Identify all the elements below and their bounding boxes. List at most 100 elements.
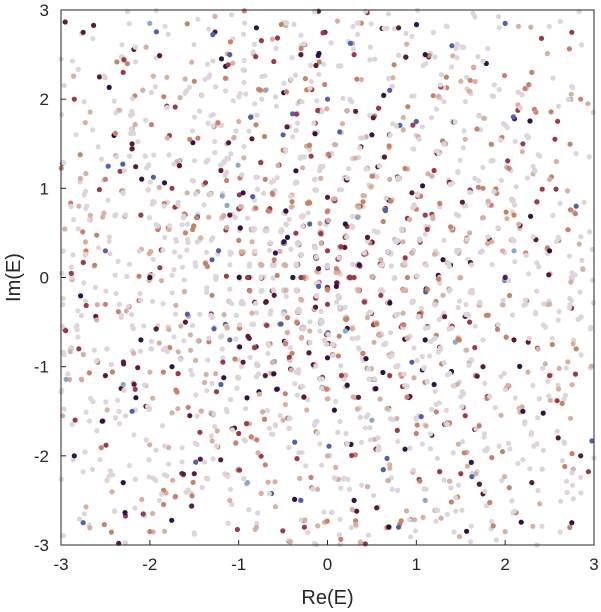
scatter-point xyxy=(298,45,304,52)
scatter-point xyxy=(296,370,302,376)
scatter-point xyxy=(239,172,245,178)
scatter-point xyxy=(289,350,295,356)
scatter-point xyxy=(166,152,172,158)
scatter-point xyxy=(178,323,184,329)
scatter-point xyxy=(206,335,212,341)
scatter-point xyxy=(441,237,447,243)
scatter-point xyxy=(218,122,225,128)
scatter-point xyxy=(197,456,203,462)
scatter-point xyxy=(208,312,214,319)
scatter-point xyxy=(570,496,576,502)
scatter-point xyxy=(156,340,162,346)
scatter-point xyxy=(301,524,307,530)
scatter-point xyxy=(404,335,410,341)
scatter-point xyxy=(107,251,113,257)
scatter-point xyxy=(287,539,294,545)
scatter-point xyxy=(483,312,489,318)
scatter-point xyxy=(297,475,303,481)
scatter-point xyxy=(450,383,456,389)
scatter-point xyxy=(130,111,136,117)
scatter-point xyxy=(305,210,311,216)
scatter-point xyxy=(108,529,114,535)
scatter-point xyxy=(175,201,181,207)
scatter-point xyxy=(129,146,135,152)
scatter-point xyxy=(224,225,230,231)
scatter-point xyxy=(530,382,536,388)
scatter-point xyxy=(330,341,336,347)
scatter-point xyxy=(141,323,147,329)
scatter-point xyxy=(113,415,119,421)
scatter-point xyxy=(391,275,397,282)
scatter-point xyxy=(147,442,153,448)
scatter-point xyxy=(461,450,467,456)
y-axis-ticks: -3 -2 -1 0 1 2 3 xyxy=(34,1,66,555)
scatter-point xyxy=(517,363,523,369)
scatter-point xyxy=(552,136,558,142)
scatter-point xyxy=(365,532,372,538)
scatter-point xyxy=(502,529,508,535)
scatter-point xyxy=(148,338,154,344)
scatter-point xyxy=(566,46,573,52)
scatter-point xyxy=(109,489,115,495)
scatter-point xyxy=(485,45,491,52)
scatter-point xyxy=(135,365,141,371)
scatter-point xyxy=(267,310,273,317)
scatter-point xyxy=(464,528,470,534)
scatter-point xyxy=(258,288,264,294)
scatter-point xyxy=(501,370,507,377)
scatter-point xyxy=(235,375,241,381)
scatter-point xyxy=(362,541,368,547)
scatter-point xyxy=(503,334,509,340)
scatter-point xyxy=(529,480,535,486)
scatter-point xyxy=(378,257,384,263)
scatter-point xyxy=(391,26,397,32)
scatter-point xyxy=(203,159,209,165)
scatter-point xyxy=(308,153,314,159)
scatter-point xyxy=(246,335,252,341)
scatter-point xyxy=(324,453,331,459)
scatter-point xyxy=(540,447,547,453)
scatter-point xyxy=(143,44,149,50)
scatter-point xyxy=(225,62,231,68)
scatter-point xyxy=(131,432,137,438)
scatter-point xyxy=(350,213,356,219)
scatter-point xyxy=(458,394,464,400)
scatter-point xyxy=(513,184,519,190)
scatter-point xyxy=(161,487,167,493)
scatter-point xyxy=(524,175,531,181)
scatter-point xyxy=(210,456,216,462)
scatter-point xyxy=(443,407,449,413)
scatter-point xyxy=(126,463,132,469)
scatter-point xyxy=(233,312,239,318)
scatter-point xyxy=(528,432,534,438)
scatter-point xyxy=(280,132,286,138)
scatter-point xyxy=(380,369,386,376)
scatter-point xyxy=(286,416,293,422)
scatter-point xyxy=(75,66,81,72)
scatter-point xyxy=(326,332,332,338)
scatter-point xyxy=(148,248,154,255)
scatter-point xyxy=(69,421,75,428)
scatter-point xyxy=(554,428,560,434)
scatter-point xyxy=(243,421,250,427)
scatter-point xyxy=(326,443,332,449)
scatter-point xyxy=(362,425,368,431)
scatter-point xyxy=(76,346,82,352)
scatter-point xyxy=(147,369,153,375)
scatter-point xyxy=(388,263,394,269)
scatter-point xyxy=(137,348,144,354)
scatter-point xyxy=(209,380,215,386)
scatter-point xyxy=(254,437,260,443)
scatter-point xyxy=(78,313,84,319)
scatter-point xyxy=(193,459,199,465)
scatter-point xyxy=(316,266,322,272)
scatter-point xyxy=(354,508,360,514)
scatter-point xyxy=(161,94,167,100)
scatter-point xyxy=(171,161,177,167)
scatter-point xyxy=(347,40,354,47)
scatter-point xyxy=(473,471,479,477)
scatter-point xyxy=(347,275,353,281)
scatter-point xyxy=(170,477,176,483)
scatter-point xyxy=(269,36,275,42)
scatter-point xyxy=(402,382,408,388)
